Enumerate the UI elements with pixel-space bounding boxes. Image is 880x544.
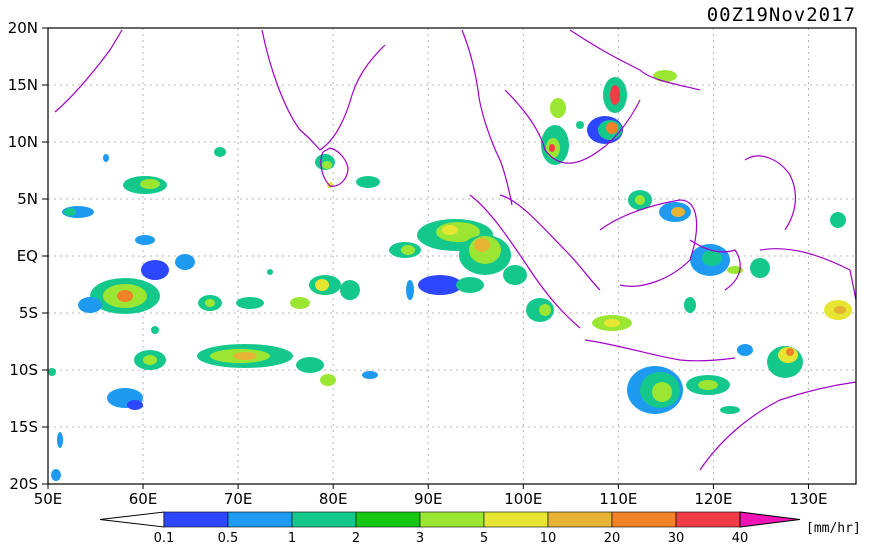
coast-china-south: [569, 29, 701, 91]
coast-java: [584, 339, 736, 362]
lat-tick-label: 15S: [9, 418, 38, 436]
coast-arabia: [54, 29, 123, 113]
colorbar-label: 0.5: [218, 531, 239, 544]
coast-sulawesi: [689, 239, 741, 291]
colorbar-segment: [611, 511, 677, 528]
lon-tick-label: 110E: [599, 490, 637, 508]
coast-indochina: [504, 89, 641, 164]
colorbar-segment: [483, 511, 549, 528]
rain-cluster-arabian-sea: [62, 147, 226, 218]
coastlines: [54, 29, 857, 471]
colorbar-label: 10: [540, 531, 557, 544]
lon-tick-label: 70E: [224, 490, 253, 508]
coast-new-guinea: [759, 248, 857, 301]
coast-sri-lanka: [320, 147, 349, 187]
rain-cluster-eastern-indian-ocean: [389, 219, 554, 322]
lat-tick-label: 15N: [8, 76, 38, 94]
colorbar-label: 30: [668, 531, 685, 544]
colorbar-segment: [675, 511, 741, 528]
units-label: [mm/hr]: [806, 521, 861, 536]
rain-cluster-equatorial-west: [78, 235, 360, 334]
rain-cluster-indochina: [541, 70, 677, 165]
colorbar-segment: [419, 511, 485, 528]
colorbar-label: 1: [288, 531, 296, 544]
lon-tick-label: 50E: [34, 490, 63, 508]
colorbar-overflow: [739, 511, 801, 528]
rain-cluster-timor-sea: [627, 344, 803, 414]
lat-tick-label: 5S: [19, 304, 38, 322]
colorbar-segment: [227, 511, 293, 528]
coast-bay-of-bengal-east: [461, 29, 513, 206]
lat-tick-label: 20N: [8, 19, 38, 37]
coast-sumatra-west: [469, 194, 581, 329]
lat-tick-label: 10S: [9, 361, 38, 379]
colorbar: 0.1 0.5 1 2 3 5 10 20 30 40: [99, 511, 801, 544]
colorbar-underflow: [99, 511, 165, 528]
latitude-labels: 20N 15N 10N 5N EQ 5S 10S 15S 20S: [8, 19, 48, 493]
map-panel: [47, 27, 857, 485]
lat-tick-label: EQ: [17, 247, 38, 265]
map-title: 00Z19Nov2017: [707, 4, 856, 26]
coast-india-east: [319, 44, 386, 151]
lon-tick-label: 120E: [694, 490, 732, 508]
lon-tick-label: 130E: [789, 490, 827, 508]
colorbar-label: 20: [604, 531, 621, 544]
lon-tick-label: 80E: [319, 490, 348, 508]
coast-australia: [699, 381, 857, 471]
coast-sumatra-east: [499, 194, 601, 291]
colorbar-label: 2: [352, 531, 360, 544]
colorbar-segment: [163, 511, 229, 528]
lon-tick-label: 100E: [504, 490, 542, 508]
colorbar-label: 0.1: [154, 531, 175, 544]
colorbar-segment: [355, 511, 421, 528]
colorbar-label: 5: [480, 531, 488, 544]
lat-tick-label: 10N: [8, 133, 38, 151]
lon-tick-label: 60E: [129, 490, 158, 508]
lat-tick-label: 20S: [9, 475, 38, 493]
colorbar-segment: [291, 511, 357, 528]
colorbar-label: 40: [732, 531, 749, 544]
lat-tick-label: 5N: [17, 190, 38, 208]
coast-borneo: [599, 199, 698, 287]
colorbar-label: 3: [416, 531, 424, 544]
coast-philippines: [744, 155, 797, 231]
colorbar-segment: [547, 511, 613, 528]
longitude-labels: 50E 60E 70E 80E 90E 100E 110E 120E 130E: [34, 484, 828, 508]
lon-tick-label: 90E: [414, 490, 443, 508]
coast-india-west: [261, 29, 321, 151]
rain-cluster-south-indian-ocean: [48, 344, 378, 481]
